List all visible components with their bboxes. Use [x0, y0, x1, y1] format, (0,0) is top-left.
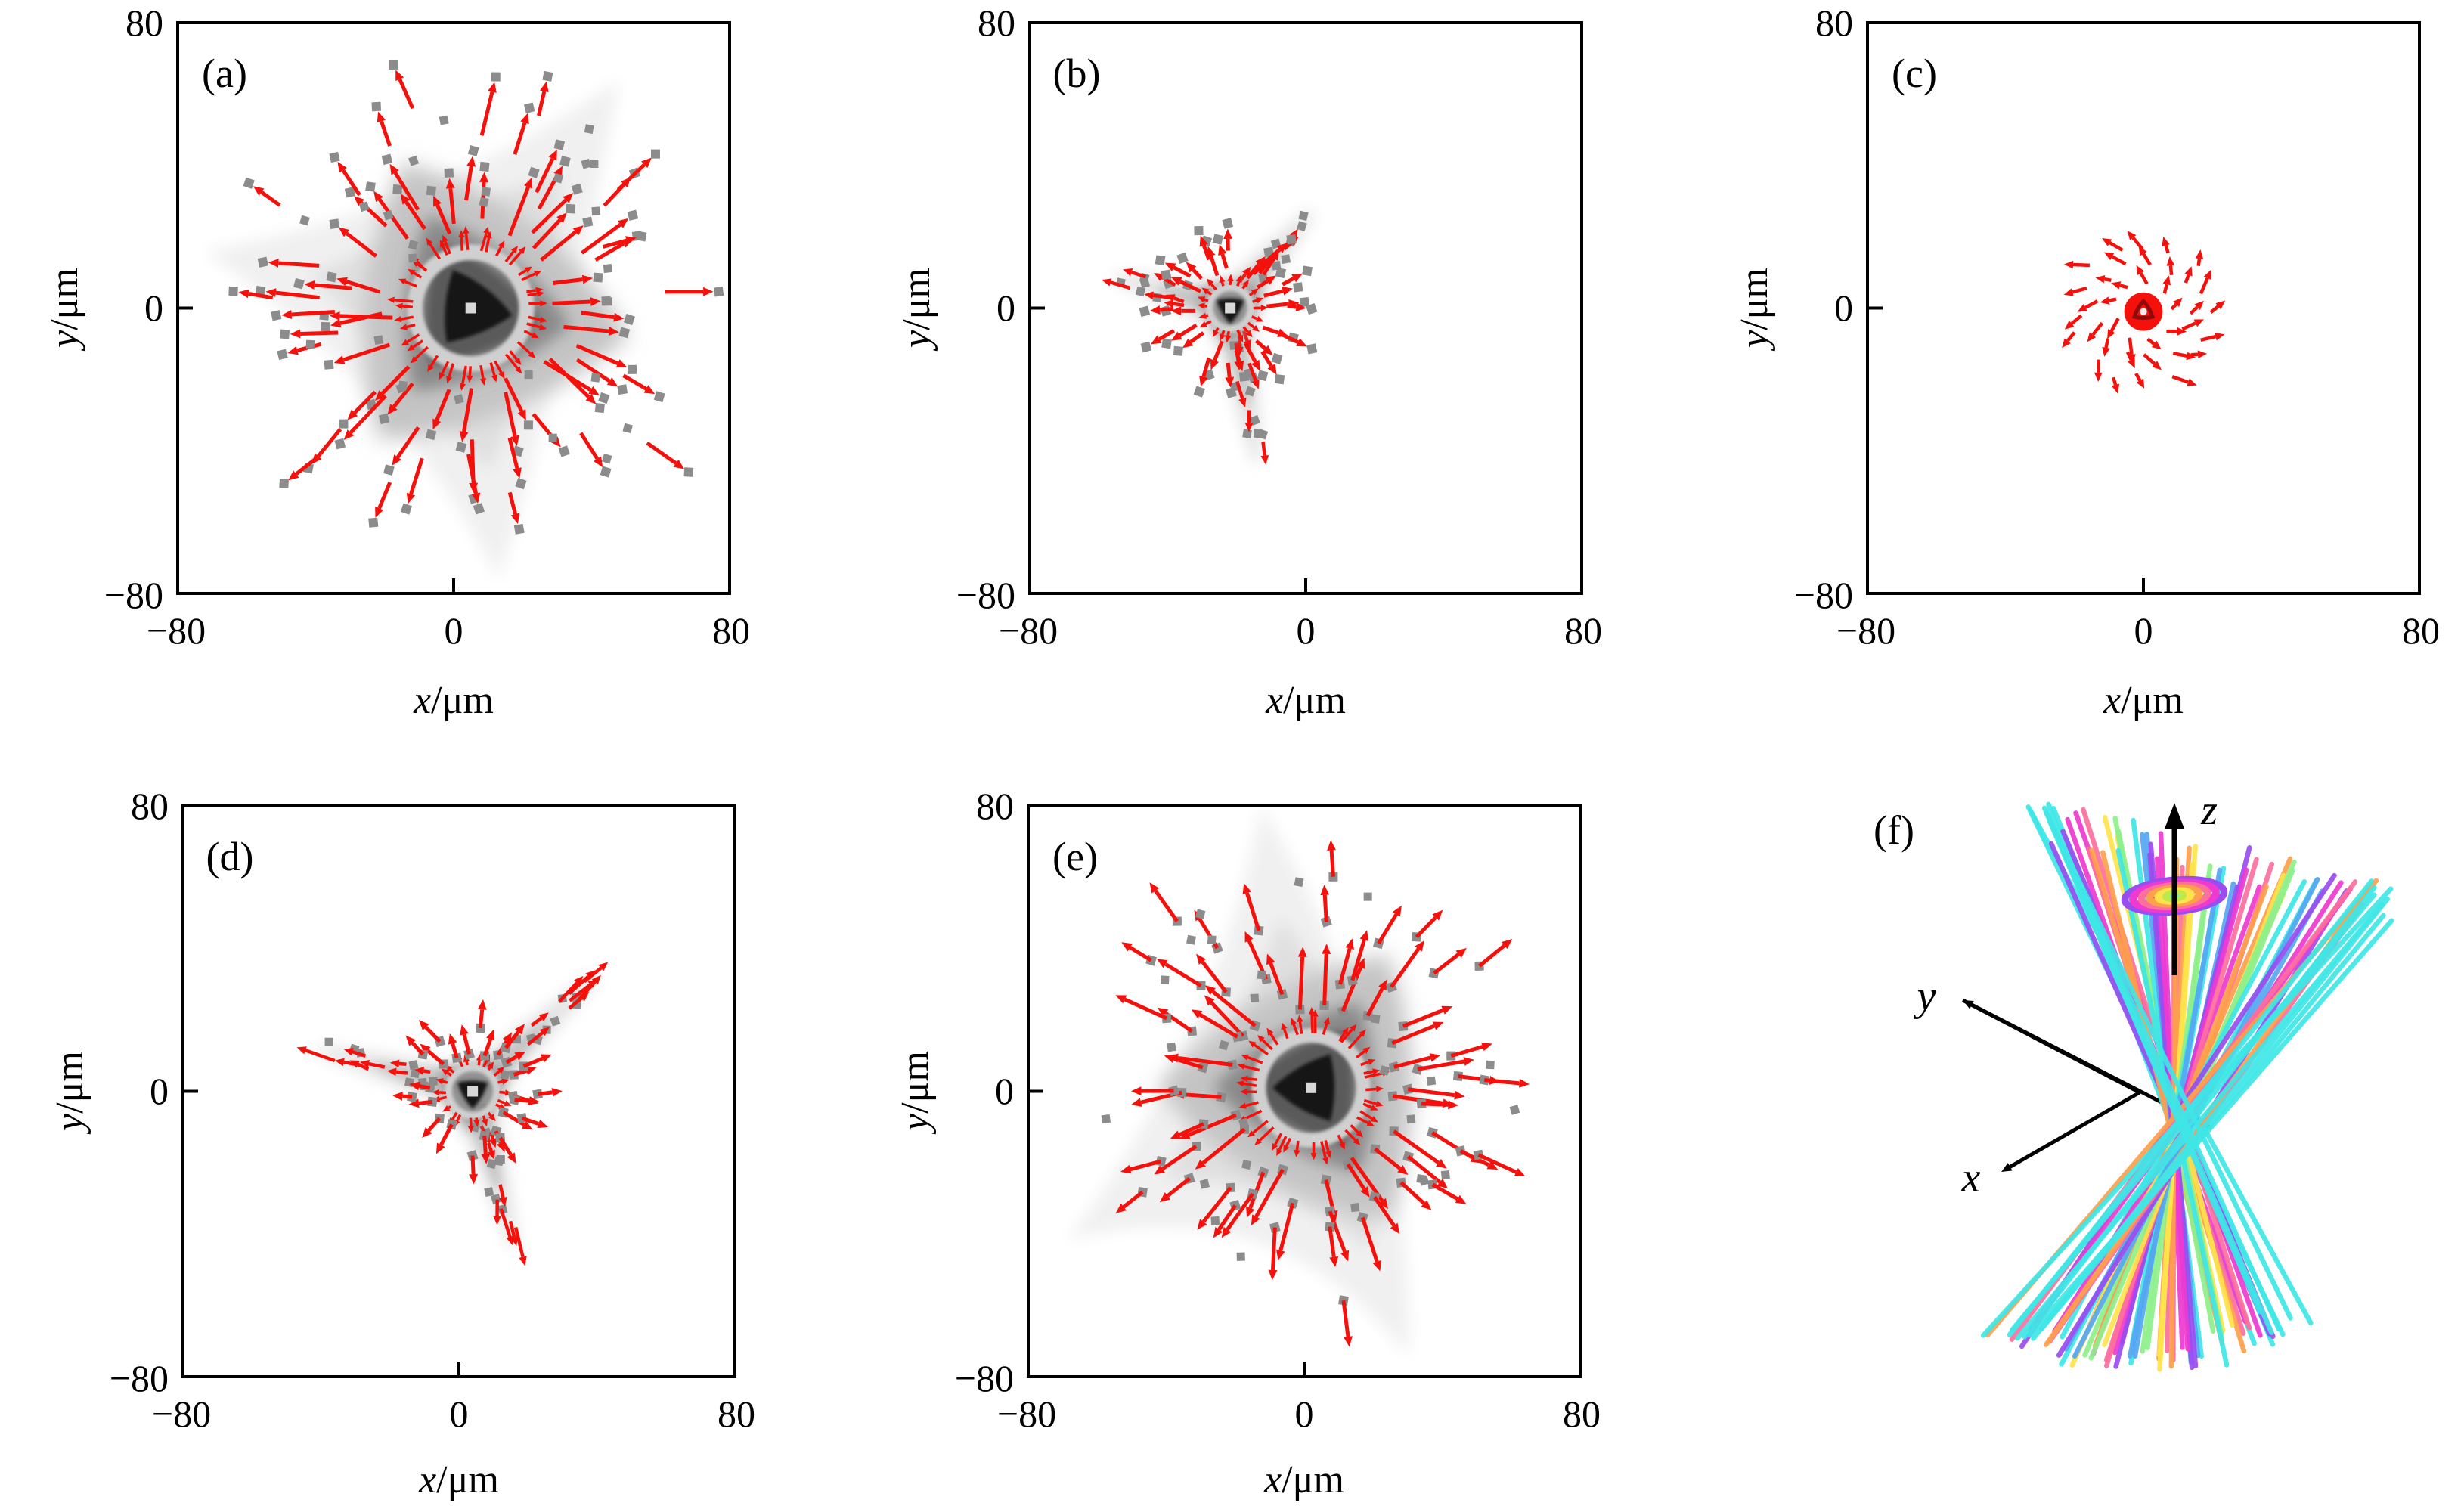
- panel-f-3d-ray-plot: [1961, 801, 2394, 1372]
- panel-b-xtick-80: 80: [1564, 609, 1602, 652]
- panel-e-xtick-0: 0: [1294, 1393, 1314, 1435]
- panel-f-x-axis-label: x: [1961, 1154, 1981, 1201]
- panel-f-y-axis-label: y: [1917, 973, 1936, 1020]
- panel-d-xtick-80: 80: [718, 1393, 755, 1435]
- panel-b-ytick-neg80: −80: [956, 574, 1015, 616]
- panel-b-letter: (b): [1052, 51, 1101, 96]
- panel-a-letter: (a): [202, 51, 247, 96]
- panel-b-plot-area: [1028, 21, 1583, 595]
- panel-d-xtick-0: 0: [449, 1393, 469, 1435]
- panel-b-xtick-0: 0: [1296, 609, 1316, 652]
- panel-b-ytick-0: 0: [996, 287, 1015, 329]
- panel-d-yaxis-label: y/μm: [48, 1051, 91, 1131]
- panel-a-ytick-neg80: −80: [104, 574, 163, 616]
- panel-c-plot-area: [1866, 21, 2421, 595]
- panel-b-xaxis-label: x/μm: [1266, 679, 1346, 722]
- panel-b-ytick-80: 80: [978, 2, 1015, 44]
- panel-b-yaxis-label: y/μm: [895, 268, 938, 348]
- panel-a-yaxis-label: y/μm: [43, 268, 86, 348]
- panel-e-plot-area: [1027, 804, 1582, 1378]
- panel-a-quiver-plot: [179, 60, 724, 592]
- panel-a-xtick-0: 0: [444, 609, 463, 652]
- panel-c-ytick-neg80: −80: [1793, 574, 1853, 616]
- panel-d-quiver-plot: [184, 962, 609, 1375]
- panel-c-letter: (c): [1892, 51, 1937, 96]
- panel-f-z-axis-label: z: [2201, 787, 2218, 834]
- panel-b-quiver-plot: [1031, 209, 1318, 592]
- panel-e-letter: (e): [1052, 834, 1098, 879]
- panel-c-yaxis-label: y/μm: [1733, 268, 1776, 348]
- panel-a-ytick-0: 0: [144, 287, 163, 329]
- panel-c-ytick-0: 0: [1834, 287, 1853, 329]
- panel-a-xtick-neg80: −80: [146, 609, 206, 652]
- panel-c-ytick-80: 80: [1815, 2, 1853, 44]
- panel-b-xtick-neg80: −80: [998, 609, 1058, 652]
- panel-f-letter: (f): [1874, 807, 1914, 853]
- panel-e-ytick-80: 80: [976, 785, 1014, 827]
- panel-d-ytick-80: 80: [131, 785, 169, 827]
- panel-c-quiver-plot: [1869, 231, 2226, 592]
- panel-d-plot-area: [181, 804, 736, 1378]
- panel-d-xtick-neg80: −80: [151, 1393, 212, 1435]
- panel-a-plot-area: [176, 21, 731, 595]
- panel-e-ytick-neg80: −80: [954, 1357, 1014, 1399]
- panel-a-xaxis-label: x/μm: [414, 679, 494, 722]
- panel-c-xtick-0: 0: [2134, 609, 2153, 652]
- panel-c-xtick-80: 80: [2402, 609, 2440, 652]
- panel-d-ytick-neg80: −80: [109, 1357, 169, 1399]
- panel-e-xtick-80: 80: [1563, 1393, 1601, 1435]
- panel-d-letter: (d): [206, 834, 254, 879]
- panel-a-ytick-80: 80: [126, 2, 163, 44]
- panel-e-quiver-plot: [1030, 807, 1530, 1375]
- panel-e-xtick-neg80: −80: [996, 1393, 1057, 1435]
- panel-e-ytick-0: 0: [995, 1070, 1014, 1112]
- panel-e-xaxis-label: x/μm: [1264, 1458, 1344, 1501]
- panel-d-ytick-0: 0: [150, 1070, 169, 1112]
- panel-c-xtick-neg80: −80: [1836, 609, 1896, 652]
- panel-d-xaxis-label: x/μm: [419, 1458, 499, 1501]
- panel-a-xtick-80: 80: [712, 609, 750, 652]
- panel-c-xaxis-label: x/μm: [2103, 679, 2184, 722]
- panel-e-yaxis-label: y/μm: [894, 1051, 937, 1131]
